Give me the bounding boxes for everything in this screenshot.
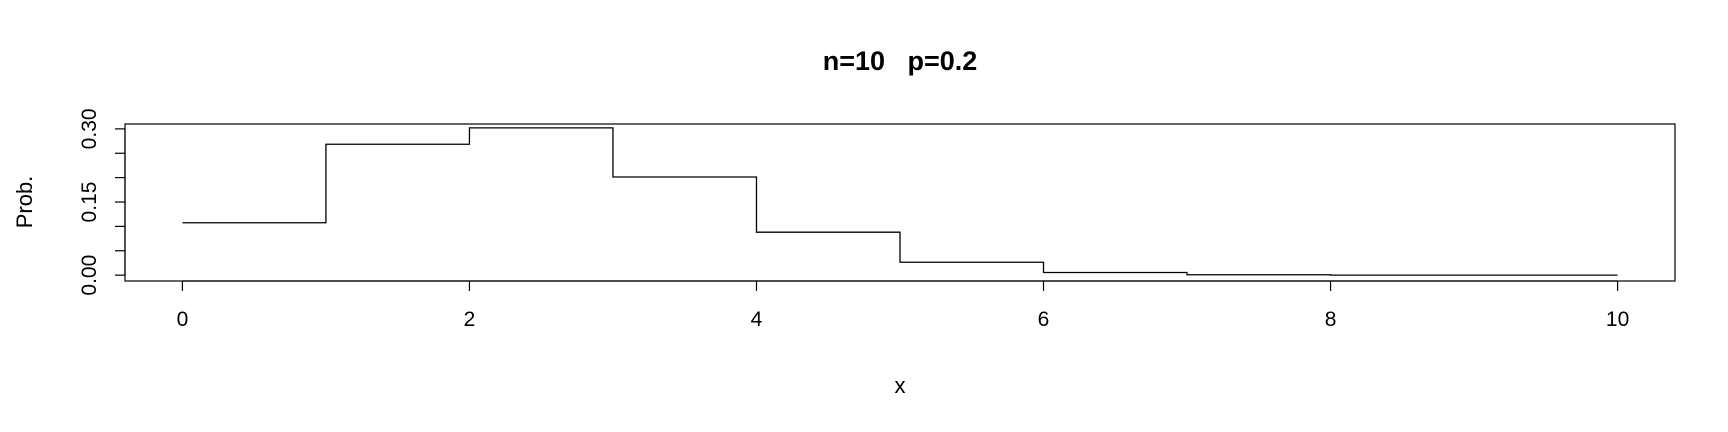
- chart-title: n=10 p=0.2: [823, 46, 978, 76]
- y-tick-label: 0.00: [78, 255, 101, 296]
- x-tick-label: 6: [1038, 308, 1050, 331]
- x-axis-label: x: [895, 373, 906, 398]
- x-tick-label: 4: [751, 308, 763, 331]
- x-axis: 0 2 4 6 8 10: [177, 280, 1629, 331]
- x-tick-label: 8: [1325, 308, 1337, 331]
- x-tick-label: 0: [177, 308, 189, 331]
- x-tick-label: 10: [1606, 308, 1629, 331]
- series-step-line: [182, 127, 1618, 276]
- series-layer: [182, 127, 1618, 276]
- y-axis-label: Prob.: [12, 176, 37, 229]
- y-axis: 0.00 0.15 0.30: [78, 108, 126, 296]
- y-tick-label: 0.15: [78, 182, 101, 223]
- x-tick-label: 2: [464, 308, 476, 331]
- y-tick-label: 0.30: [78, 108, 101, 149]
